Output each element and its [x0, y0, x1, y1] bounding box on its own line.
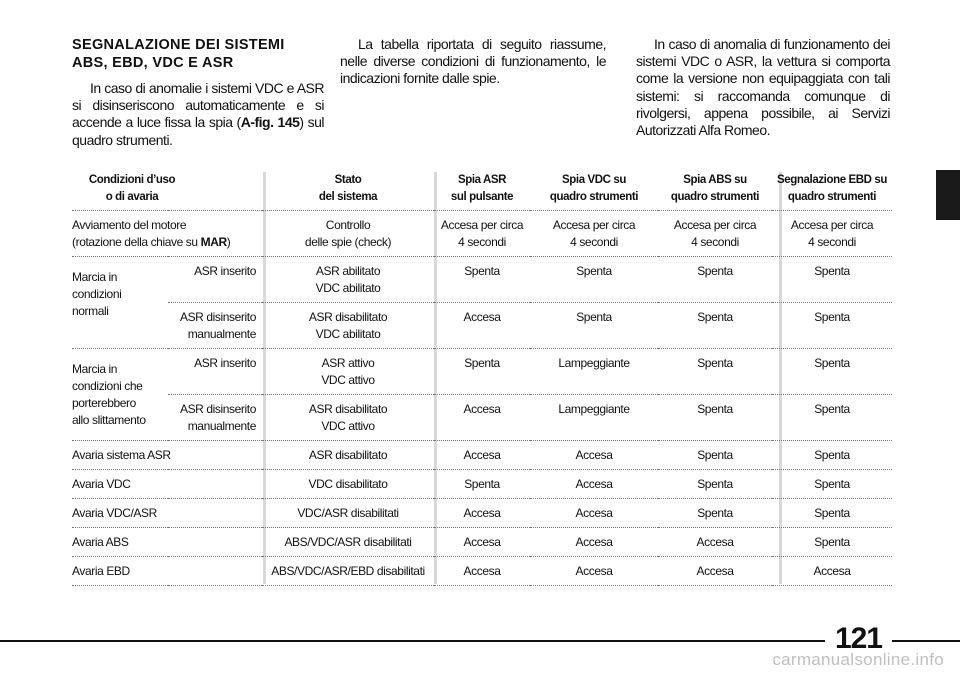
cell-group-slittamento: Marcia in condizioni che porterebbero allo … — [72, 348, 168, 441]
cell-asr: Accesa per circa 4 secondi — [440, 218, 524, 249]
section-title-line2: ABS, EBD, VDC E ASR — [72, 55, 234, 71]
cell-abs: Accesa — [696, 564, 734, 578]
table-row-avaria: Avaria sistema ASR ASR disabilitato Acce… — [72, 441, 893, 470]
right-paragraph: In caso di anomalia di funzionamento dei… — [636, 36, 891, 139]
cell-vdc: Accesa — [575, 564, 613, 578]
header-stato: Stato del sistema — [318, 174, 378, 203]
cell-stato: VDC/ASR disabilitati — [297, 506, 399, 520]
cell-asr: Spenta — [434, 256, 531, 303]
cell-asr: Accesa — [463, 310, 501, 324]
warning-lights-table: Condizioni d’uso o di avaria Stato del sis… — [72, 172, 893, 586]
table-header-row: Condizioni d’uso o di avaria Stato del sis… — [72, 172, 893, 211]
table-row-avaria: Avaria VDC/ASR VDC/ASR disabilitati Acce… — [72, 499, 893, 528]
cell-ebd: Spenta — [772, 256, 893, 303]
figure-reference: A-fig. 145 — [240, 114, 300, 131]
cell-vdc: Accesa — [575, 535, 613, 549]
section-title: SEGNALAZIONE DEI SISTEMI ABS, EBD, VDC E… — [72, 36, 324, 72]
cell-abs: Spenta — [658, 348, 773, 395]
cell-asr: Spenta — [434, 348, 531, 395]
cell-abs: Spenta — [697, 477, 733, 491]
cell-abs: Spenta — [658, 256, 773, 303]
cell-stato: ASR disabilitato VDC abilitato — [308, 310, 388, 341]
section-title-line1: SEGNALAZIONE DEI SISTEMI — [72, 37, 285, 53]
cell-condition: Avaria EBD — [72, 564, 130, 578]
table-row-avviamento: Avviamento del motore (rotazione della c… — [72, 211, 893, 257]
cell-asr: Accesa — [463, 564, 501, 578]
cell-subcondition: ASR disinserito manualmente — [179, 402, 257, 433]
cell-stato: VDC disabilitato — [308, 477, 388, 491]
table-row-normali-2: ASR disinserito manualmente ASR disabilit… — [72, 303, 893, 349]
cell-vdc: Accesa — [575, 477, 613, 491]
cell-group-normali: Marcia in condizioni normali — [72, 256, 168, 349]
cell-abs: Spenta — [697, 402, 733, 416]
cell-condition: Avviamento del motore (rotazione della c… — [72, 218, 231, 249]
cell-subcondition: ASR inserito — [168, 256, 263, 303]
cell-abs: Accesa per circa 4 secondi — [673, 218, 757, 249]
cell-vdc: Spenta — [576, 310, 612, 324]
cell-condition: Avaria ABS — [72, 535, 129, 549]
cell-ebd: Spenta — [814, 402, 850, 416]
cell-vdc: Lampeggiante — [530, 348, 659, 395]
watermark: carmanualsonline.info — [772, 650, 944, 669]
cell-stato: ASR disabilitato — [308, 448, 388, 462]
cell-condition: Avaria sistema ASR — [72, 448, 171, 462]
cell-asr: Accesa — [463, 402, 501, 416]
right-column: In caso di anomalia di funzionamento dei… — [636, 36, 891, 139]
middle-paragraph: La tabella riportata di seguito riassume… — [340, 36, 607, 87]
cell-asr: Accesa — [463, 535, 501, 549]
cell-condition: Avaria VDC/ASR — [72, 506, 157, 520]
cell-ebd: Accesa per circa 4 secondi — [790, 218, 874, 249]
table-row-slittamento-1: Marcia in condizioni che porterebbero allo … — [72, 348, 893, 441]
cell-abs: Spenta — [697, 506, 733, 520]
cell-asr: Accesa — [463, 448, 501, 462]
thumb-index-tab — [936, 170, 960, 220]
cell-ebd: Spenta — [772, 348, 893, 395]
table-row-avaria: Avaria EBD ABS/VDC/ASR/EBD disabilitati … — [72, 557, 893, 586]
cell-ebd: Spenta — [814, 448, 850, 462]
cell-stato: ASR abilitato VDC abilitato — [262, 256, 435, 303]
cell-vdc: Lampeggiante — [558, 402, 630, 416]
table-row-normali-1: Marcia in condizioni normali ASR inserito … — [72, 256, 893, 349]
header-condizioni: Condizioni d’uso o di avaria — [88, 174, 176, 203]
cell-stato: Controllo delle spie (check) — [304, 218, 392, 249]
cell-abs: Spenta — [697, 310, 733, 324]
cell-vdc: Accesa per circa 4 secondi — [552, 218, 636, 249]
page-number: 121 — [824, 622, 892, 656]
footer-rule — [0, 640, 960, 642]
cell-subcondition: ASR disinserito manualmente — [179, 310, 257, 341]
cell-stato: ABS/VDC/ASR disabilitati — [284, 535, 412, 549]
cell-condition: Avaria VDC — [72, 477, 131, 491]
cell-asr: Spenta — [464, 477, 500, 491]
cell-abs: Spenta — [697, 448, 733, 462]
header-ebd: Segnalazione EBD su quadro strumenti — [777, 174, 887, 203]
cell-vdc: Accesa — [575, 448, 613, 462]
cell-ebd: Spenta — [814, 477, 850, 491]
header-spia-vdc: Spia VDC su quadro strumenti — [549, 174, 639, 203]
middle-column: La tabella riportata di seguito riassume… — [340, 36, 607, 88]
cell-abs: Accesa — [696, 535, 734, 549]
table-row-avaria: Avaria ABS ABS/VDC/ASR disabilitati Acce… — [72, 528, 893, 557]
cell-stato: ASR attivo VDC attivo — [262, 348, 435, 395]
left-column: SEGNALAZIONE DEI SISTEMI ABS, EBD, VDC E… — [72, 36, 325, 149]
table-row-avaria: Avaria VDC VDC disabilitato Spenta Acces… — [72, 470, 893, 499]
cell-stato: ASR disabilitato VDC attivo — [308, 402, 388, 433]
table-row-slittamento-2: ASR disinserito manualmente ASR disabilit… — [72, 395, 893, 441]
cell-asr: Accesa — [463, 506, 501, 520]
cell-vdc: Accesa — [575, 506, 613, 520]
cell-ebd: Spenta — [814, 535, 850, 549]
cell-subcondition: ASR inserito — [168, 348, 263, 395]
cell-vdc: Spenta — [530, 256, 659, 303]
header-spia-asr: Spia ASR sul pulsante — [450, 174, 514, 203]
cell-ebd: Spenta — [814, 506, 850, 520]
cell-ebd: Spenta — [814, 310, 850, 324]
header-spia-abs: Spia ABS su quadro strumenti — [670, 174, 760, 203]
left-paragraph: In caso di anomalie i sistemi VDC e ASR … — [72, 80, 325, 148]
cell-stato: ABS/VDC/ASR/EBD disabilitati — [271, 564, 425, 578]
cell-ebd: Accesa — [813, 564, 851, 578]
